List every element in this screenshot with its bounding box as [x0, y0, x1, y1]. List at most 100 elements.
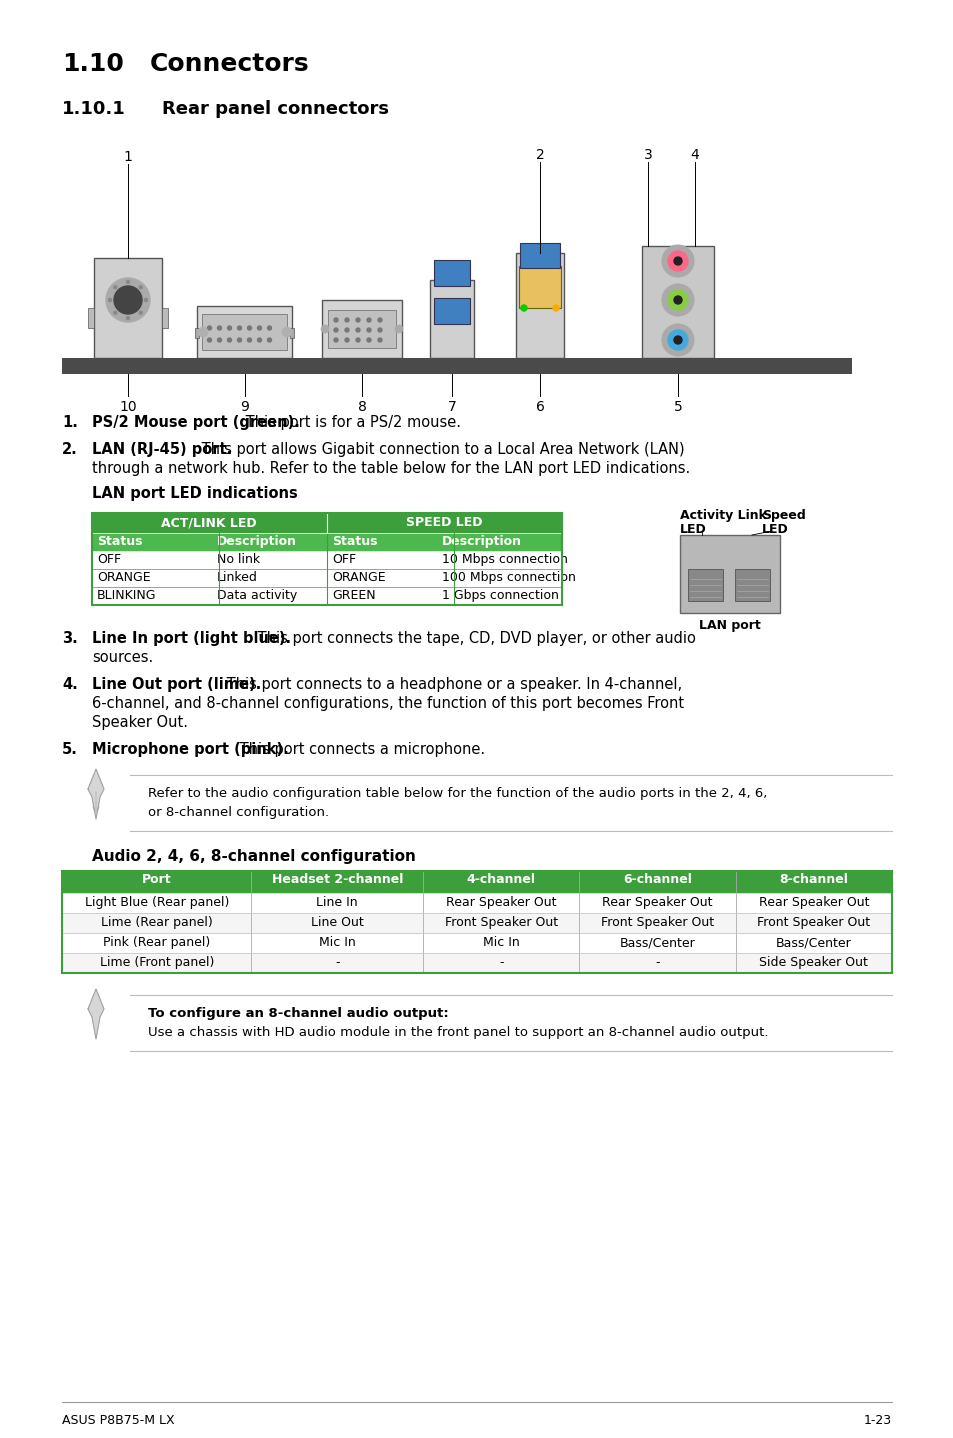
Bar	[516, 253, 563, 358]
Text: Bass/Center: Bass/Center	[619, 936, 695, 949]
Circle shape	[237, 326, 241, 329]
Circle shape	[355, 318, 359, 322]
Bar	[91, 569, 561, 587]
Text: Rear Speaker Out: Rear Speaker Out	[446, 896, 556, 909]
Bar	[328, 311, 395, 348]
Text: Line Out port (lime).: Line Out port (lime).	[91, 677, 261, 692]
Circle shape	[661, 244, 693, 278]
Text: SPEED LED: SPEED LED	[405, 516, 482, 529]
Text: LED: LED	[761, 523, 788, 536]
Text: 1-23: 1-23	[863, 1414, 891, 1426]
Text: Description: Description	[441, 535, 521, 548]
Text: Pink (Rear panel): Pink (Rear panel)	[103, 936, 210, 949]
Polygon shape	[88, 989, 104, 1040]
Text: Port: Port	[142, 873, 172, 886]
Text: Side Speaker Out: Side Speaker Out	[759, 956, 867, 969]
Text: or 8-channel configuration.: or 8-channel configuration.	[148, 807, 329, 820]
Text: LAN (RJ-45) port.: LAN (RJ-45) port.	[91, 441, 232, 457]
Text: 100 Mbps connection: 100 Mbps connection	[441, 571, 576, 584]
Circle shape	[109, 299, 112, 302]
Bar	[62, 893, 891, 913]
Text: 1.10.1: 1.10.1	[62, 101, 126, 118]
Bar	[91, 513, 561, 533]
Circle shape	[208, 338, 212, 342]
Text: Refer to the audio configuration table below for the function of the audio ports: Refer to the audio configuration table b…	[148, 787, 766, 800]
Circle shape	[345, 328, 349, 332]
Text: through a network hub. Refer to the table below for the LAN port LED indications: through a network hub. Refer to the tabl…	[91, 462, 690, 476]
Text: Bass/Center: Bass/Center	[775, 936, 851, 949]
Text: 1 Gbps connection: 1 Gbps connection	[441, 590, 558, 603]
Text: This port connects to a headphone or a speaker. In 4-channel,: This port connects to a headphone or a s…	[222, 677, 681, 692]
Circle shape	[139, 286, 142, 289]
Bar	[734, 569, 769, 601]
Bar	[91, 533, 561, 551]
Bar	[62, 358, 851, 374]
Text: PS/2 Mouse port (green).: PS/2 Mouse port (green).	[91, 416, 299, 430]
Circle shape	[667, 329, 687, 349]
Text: 8: 8	[357, 400, 366, 414]
Text: Front Speaker Out: Front Speaker Out	[757, 916, 869, 929]
Text: Description: Description	[216, 535, 296, 548]
Text: 9: 9	[240, 400, 249, 414]
Bar	[519, 243, 559, 267]
Text: This port is for a PS/2 mouse.: This port is for a PS/2 mouse.	[240, 416, 460, 430]
Text: 10: 10	[119, 400, 136, 414]
Bar	[430, 280, 474, 358]
Bar	[62, 871, 891, 974]
Text: Activity Link: Activity Link	[679, 509, 766, 522]
Bar	[641, 246, 713, 358]
Text: Line Out: Line Out	[311, 916, 363, 929]
Text: 7: 7	[447, 400, 456, 414]
Text: 1.: 1.	[62, 416, 78, 430]
Circle shape	[553, 305, 558, 311]
Text: To configure an 8-channel audio output:: To configure an 8-channel audio output:	[148, 1007, 448, 1020]
Text: Front Speaker Out: Front Speaker Out	[444, 916, 558, 929]
Text: -: -	[335, 956, 339, 969]
Text: 8-channel: 8-channel	[779, 873, 847, 886]
Bar	[62, 953, 891, 974]
Circle shape	[113, 286, 116, 289]
Circle shape	[320, 325, 329, 334]
Circle shape	[355, 328, 359, 332]
Text: 2.: 2.	[62, 441, 77, 457]
Circle shape	[520, 305, 526, 311]
Circle shape	[282, 326, 292, 336]
Text: 3.: 3.	[62, 631, 77, 646]
Text: Data activity: Data activity	[216, 590, 297, 603]
Text: 3: 3	[643, 148, 652, 162]
Text: ORANGE: ORANGE	[97, 571, 151, 584]
Text: Status: Status	[97, 535, 142, 548]
Bar	[434, 260, 470, 286]
Text: -: -	[498, 956, 503, 969]
Circle shape	[106, 278, 150, 322]
Circle shape	[377, 338, 381, 342]
Bar	[62, 933, 891, 953]
Circle shape	[673, 336, 681, 344]
Text: LED: LED	[679, 523, 706, 536]
Text: 5: 5	[673, 400, 681, 414]
Circle shape	[247, 326, 252, 329]
Text: LAN port: LAN port	[699, 618, 760, 631]
Bar	[291, 328, 294, 338]
Circle shape	[217, 338, 221, 342]
Circle shape	[127, 280, 130, 283]
Circle shape	[334, 318, 337, 322]
Text: Status: Status	[332, 535, 377, 548]
Circle shape	[127, 316, 130, 319]
Text: 4: 4	[690, 148, 699, 162]
Bar	[94, 257, 162, 358]
Text: ASUS P8B75-M LX: ASUS P8B75-M LX	[62, 1414, 174, 1426]
Circle shape	[198, 326, 208, 336]
Bar	[162, 308, 168, 328]
Circle shape	[367, 338, 371, 342]
Circle shape	[247, 338, 252, 342]
Circle shape	[355, 338, 359, 342]
Bar	[687, 569, 722, 601]
Bar	[197, 306, 293, 358]
Polygon shape	[88, 769, 104, 820]
Bar	[679, 535, 780, 613]
Bar	[88, 308, 94, 328]
Text: Lime (Rear panel): Lime (Rear panel)	[101, 916, 213, 929]
Text: 6-channel, and 8-channel configurations, the function of this port becomes Front: 6-channel, and 8-channel configurations,…	[91, 696, 683, 710]
Circle shape	[113, 286, 142, 313]
